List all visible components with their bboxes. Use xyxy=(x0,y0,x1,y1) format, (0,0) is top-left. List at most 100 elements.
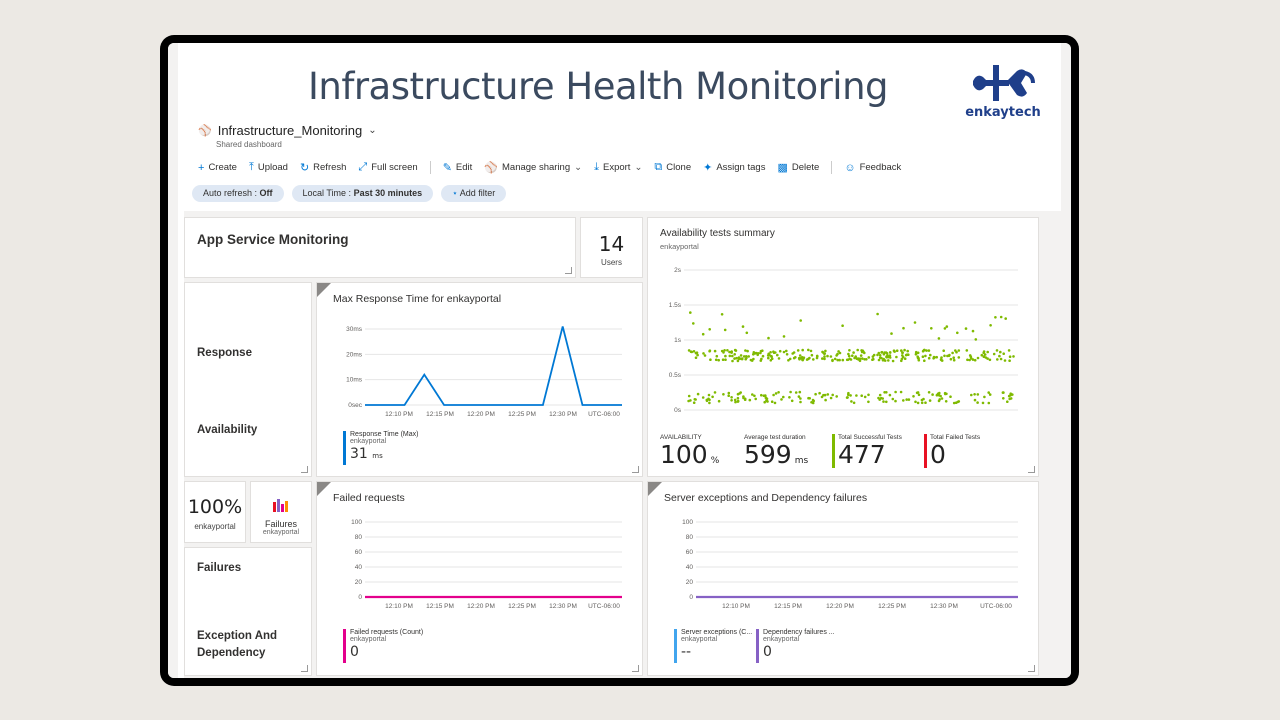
app-service-tile[interactable]: App Service Monitoring xyxy=(184,217,576,278)
availability-summary-tile[interactable]: Availability tests summary enkayportal 2… xyxy=(647,217,1039,477)
manage-sharing-button[interactable]: ⚾ Manage sharing ⌄ xyxy=(484,161,582,174)
trash-icon: ▩ xyxy=(777,161,787,174)
resize-handle[interactable] xyxy=(301,665,308,672)
response-time-tile[interactable]: Max Response Time for enkayportal 30ms 20… xyxy=(316,282,643,477)
failures-labels-tile: Failures Exception And Dependency xyxy=(184,547,312,676)
scatter-point xyxy=(848,358,851,361)
scatter-point xyxy=(807,349,810,352)
time-range-pill[interactable]: Local Time : Past 30 minutes xyxy=(292,185,434,202)
dashboard-selector[interactable]: ⚾ Infrastructure_Monitoring ⌄ xyxy=(198,123,377,138)
x-tick-label: 12:20 PM xyxy=(467,603,495,610)
create-button[interactable]: + Create xyxy=(198,162,237,174)
resize-handle[interactable] xyxy=(632,466,639,473)
scatter-point xyxy=(776,354,779,357)
scatter-point xyxy=(767,354,770,357)
scatter-point xyxy=(744,398,747,401)
resize-handle[interactable] xyxy=(565,267,572,274)
scatter-point xyxy=(892,360,895,363)
scatter-point xyxy=(730,399,733,402)
x-tick-label: 12:15 PM xyxy=(426,411,454,418)
scatter-point xyxy=(702,333,705,336)
scatter-point xyxy=(921,402,924,405)
y-tick-label: 30ms xyxy=(346,326,363,333)
exception-dependency-label: Exception And Dependency xyxy=(197,628,293,662)
pin-corner-icon xyxy=(317,482,331,496)
failed-requests-tile[interactable]: Failed requests 100 80 60 40 20 0 12:10 PM 12:1… xyxy=(316,481,643,676)
legend-color-bar xyxy=(674,629,677,663)
availability-percent-tile[interactable]: 100% enkayportal xyxy=(184,481,246,543)
scatter-point xyxy=(982,352,985,355)
scatter-point xyxy=(867,401,870,404)
y-tick-label: 100 xyxy=(351,519,362,526)
scatter-point xyxy=(730,396,733,399)
scatter-point xyxy=(697,393,700,396)
scatter-point xyxy=(811,354,814,357)
edit-label: Edit xyxy=(456,162,472,173)
resize-handle[interactable] xyxy=(301,466,308,473)
availability-scatter-chart: 2s1.5s1s0.5s0s6PMFeb 176AM12PM xyxy=(648,258,1040,418)
failures-label: Failures xyxy=(197,562,241,574)
scatter-point xyxy=(794,356,797,359)
pin-corner-icon xyxy=(317,283,331,297)
assign-tags-button[interactable]: ✦ Assign tags xyxy=(703,161,765,174)
x-tick-label: 12:30 PM xyxy=(549,603,577,610)
scatter-point xyxy=(779,350,782,353)
delete-button[interactable]: ▩ Delete xyxy=(777,161,819,174)
scatter-point xyxy=(902,399,905,402)
failures-mini-tile[interactable]: Failures enkayportal xyxy=(250,481,312,543)
toolbar-divider xyxy=(831,161,832,174)
resize-handle[interactable] xyxy=(632,665,639,672)
exceptions-tile[interactable]: Server exceptions and Dependency failure… xyxy=(647,481,1039,676)
resize-handle[interactable] xyxy=(1028,665,1035,672)
scatter-point xyxy=(989,324,992,327)
scatter-point xyxy=(931,393,934,396)
dashboard-icon: ⚾ xyxy=(198,124,212,137)
scatter-point xyxy=(704,354,707,357)
scatter-point xyxy=(810,401,813,404)
scatter-point xyxy=(987,391,990,394)
scatter-point xyxy=(867,394,870,397)
legend-color-bar xyxy=(756,629,759,663)
upload-label: Upload xyxy=(258,162,288,173)
feedback-button[interactable]: ☺ Feedback xyxy=(844,162,901,174)
refresh-button[interactable]: ↻ Refresh xyxy=(300,161,346,174)
scatter-point xyxy=(923,359,926,362)
toolbar: + Create ⤒ Upload ↻ Refresh ⤢ Full screen ✎ E… xyxy=(198,161,913,174)
full-screen-button[interactable]: ⤢ Full screen xyxy=(358,161,417,174)
export-button[interactable]: ⤓ Export ⌄ xyxy=(594,161,642,174)
edit-button[interactable]: ✎ Edit xyxy=(443,161,473,174)
scatter-point xyxy=(894,400,897,403)
upload-button[interactable]: ⤒ Upload xyxy=(249,161,288,174)
scatter-point xyxy=(733,357,736,360)
scatter-point xyxy=(975,338,978,341)
response-legend: Response Time (Max) enkayportal 31 ms xyxy=(343,431,418,462)
scatter-point xyxy=(861,357,864,360)
scatter-point xyxy=(688,395,691,398)
resize-handle[interactable] xyxy=(1028,466,1035,473)
scatter-point xyxy=(974,359,977,362)
users-tile[interactable]: 14 Users xyxy=(580,217,643,278)
x-tick-label: UTC-06:00 xyxy=(588,411,620,418)
scatter-point xyxy=(860,354,863,357)
legend-label: Server exceptions (C... xyxy=(681,629,752,636)
scatter-point xyxy=(873,354,876,357)
create-label: Create xyxy=(208,162,237,173)
scatter-point xyxy=(887,359,890,362)
y-tick-label: 1s xyxy=(674,337,682,344)
scatter-point xyxy=(824,350,827,353)
legend-label: Dependency failures ... xyxy=(763,629,835,636)
scatter-point xyxy=(752,353,755,356)
auto-refresh-pill[interactable]: Auto refresh : Off xyxy=(192,185,284,202)
y-tick-label: 100 xyxy=(682,519,693,526)
scatter-point xyxy=(982,402,985,405)
scatter-point xyxy=(702,352,705,355)
add-filter-pill[interactable]: ⋆ Add filter xyxy=(441,185,506,202)
y-tick-label: 40 xyxy=(686,564,694,571)
scatter-point xyxy=(903,349,906,352)
scatter-point xyxy=(772,394,775,397)
scatter-point xyxy=(950,358,953,361)
clone-button[interactable]: ⧉ Clone xyxy=(654,161,691,174)
dashboard-screen: Infrastructure Health Monitoring enkayte… xyxy=(168,43,1071,678)
scatter-point xyxy=(724,358,727,361)
y-tick-label: 2s xyxy=(674,267,682,274)
